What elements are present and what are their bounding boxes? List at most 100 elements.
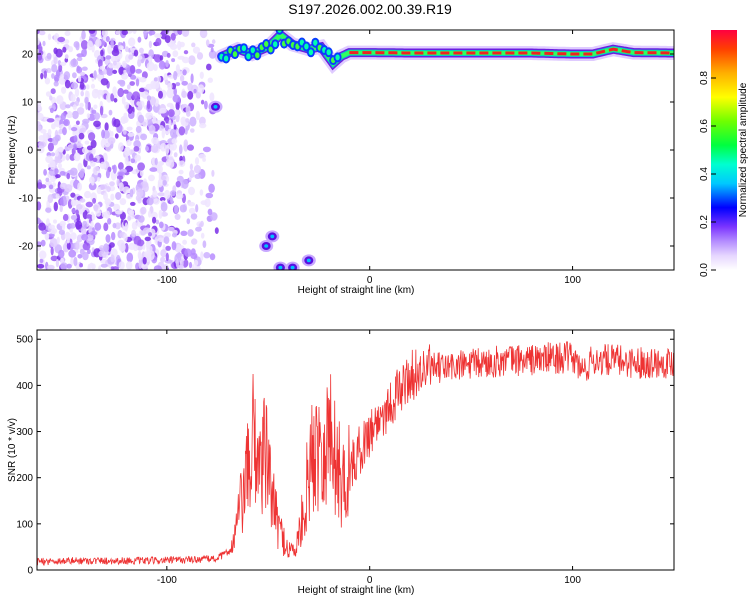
noise-blob <box>62 46 67 53</box>
noise-blob <box>153 265 162 270</box>
colorbar-gradient <box>711 30 737 270</box>
noise-blob <box>37 112 44 121</box>
noise-blob <box>137 162 146 171</box>
noise-blob <box>182 69 187 76</box>
noise-blob <box>75 240 80 251</box>
noise-blob <box>126 139 132 147</box>
noise-blob <box>139 87 145 93</box>
noise-blob <box>121 96 126 105</box>
noise-blob <box>178 126 186 136</box>
noise-blob <box>179 74 185 82</box>
noise-blob <box>55 174 61 179</box>
carrier-blob-core <box>264 41 269 47</box>
noise-blob <box>148 174 155 182</box>
mirror-feature-core <box>278 265 283 270</box>
noise-blob <box>140 263 149 270</box>
noise-blob <box>62 213 69 222</box>
noise-blob <box>154 157 158 166</box>
noise-blob <box>40 129 47 134</box>
noise-blob <box>70 215 78 220</box>
noise-blob <box>199 189 204 196</box>
noise-blob <box>148 232 152 237</box>
noise-blob <box>171 241 177 251</box>
noise-blob <box>182 239 188 245</box>
noise-blob <box>174 213 181 220</box>
noise-blob <box>135 68 143 74</box>
noise-blob <box>104 210 111 219</box>
noise-blob <box>198 154 207 159</box>
noise-blob <box>128 54 134 60</box>
noise-blob <box>151 157 156 166</box>
noise-blob <box>58 63 63 73</box>
noise-blob <box>112 69 118 74</box>
noise-blob <box>60 262 68 270</box>
noise-blob <box>209 253 216 261</box>
noise-blob <box>63 119 69 126</box>
noise-blob <box>82 147 88 154</box>
noise-blob <box>188 207 196 214</box>
noise-blob <box>169 128 177 138</box>
noise-blob <box>70 127 78 132</box>
noise-blob <box>64 54 69 59</box>
noise-blob <box>87 248 91 255</box>
noise-blob <box>53 219 57 224</box>
noise-blob <box>63 199 68 206</box>
noise-blob <box>193 88 197 94</box>
noise-blob <box>103 222 109 232</box>
noise-blob <box>93 104 98 110</box>
noise-blob <box>211 169 215 177</box>
y-tick-label: 10 <box>22 98 34 109</box>
noise-blob <box>122 186 130 194</box>
noise-blob <box>47 194 54 204</box>
noise-blob <box>199 30 208 39</box>
noise-blob <box>152 103 161 113</box>
noise-blob <box>159 55 164 61</box>
mirror-feature-core <box>213 105 218 109</box>
noise-blob <box>123 69 127 74</box>
noise-blob <box>137 239 145 247</box>
noise-blob <box>38 250 47 260</box>
noise-blob <box>93 120 101 128</box>
noise-blob <box>48 224 56 230</box>
noise-blob <box>173 109 180 116</box>
noise-blob <box>37 30 40 35</box>
noise-blob <box>77 75 82 83</box>
snr-x-axis-label: Height of straight line (km) <box>298 585 415 596</box>
noise-blob <box>113 118 121 128</box>
noise-blob <box>181 56 190 64</box>
noise-blob <box>46 264 55 270</box>
noise-blob <box>117 87 124 98</box>
noise-blob <box>105 55 112 60</box>
noise-blob <box>175 193 184 200</box>
noise-blob <box>175 82 181 87</box>
carrier-blob-core <box>246 53 251 60</box>
x-tick-label: -100 <box>157 575 177 586</box>
noise-blob <box>81 48 87 58</box>
noise-blob <box>179 144 183 155</box>
noise-blob <box>46 52 52 60</box>
noise-blob <box>133 140 141 148</box>
noise-blob <box>173 124 177 130</box>
noise-blob <box>85 201 94 208</box>
noise-blob <box>146 245 153 253</box>
noise-blob <box>70 232 77 240</box>
noise-blob <box>148 40 152 49</box>
noise-blob <box>143 30 147 39</box>
noise-blob <box>64 39 70 44</box>
noise-blob <box>197 84 205 94</box>
noise-blob <box>186 218 191 225</box>
noise-blob <box>76 213 80 222</box>
noise-blob <box>175 181 181 188</box>
noise-blob <box>114 133 119 139</box>
noise-blob <box>57 36 66 43</box>
noise-blob <box>126 252 134 263</box>
noise-blob <box>195 110 200 121</box>
noise-blob <box>109 181 115 187</box>
noise-blob <box>89 154 94 161</box>
noise-blob <box>179 204 187 213</box>
noise-blob <box>137 114 145 124</box>
carrier-blob-core <box>268 46 273 53</box>
carrier-blob-core <box>241 45 247 52</box>
noise-blob <box>91 213 96 221</box>
